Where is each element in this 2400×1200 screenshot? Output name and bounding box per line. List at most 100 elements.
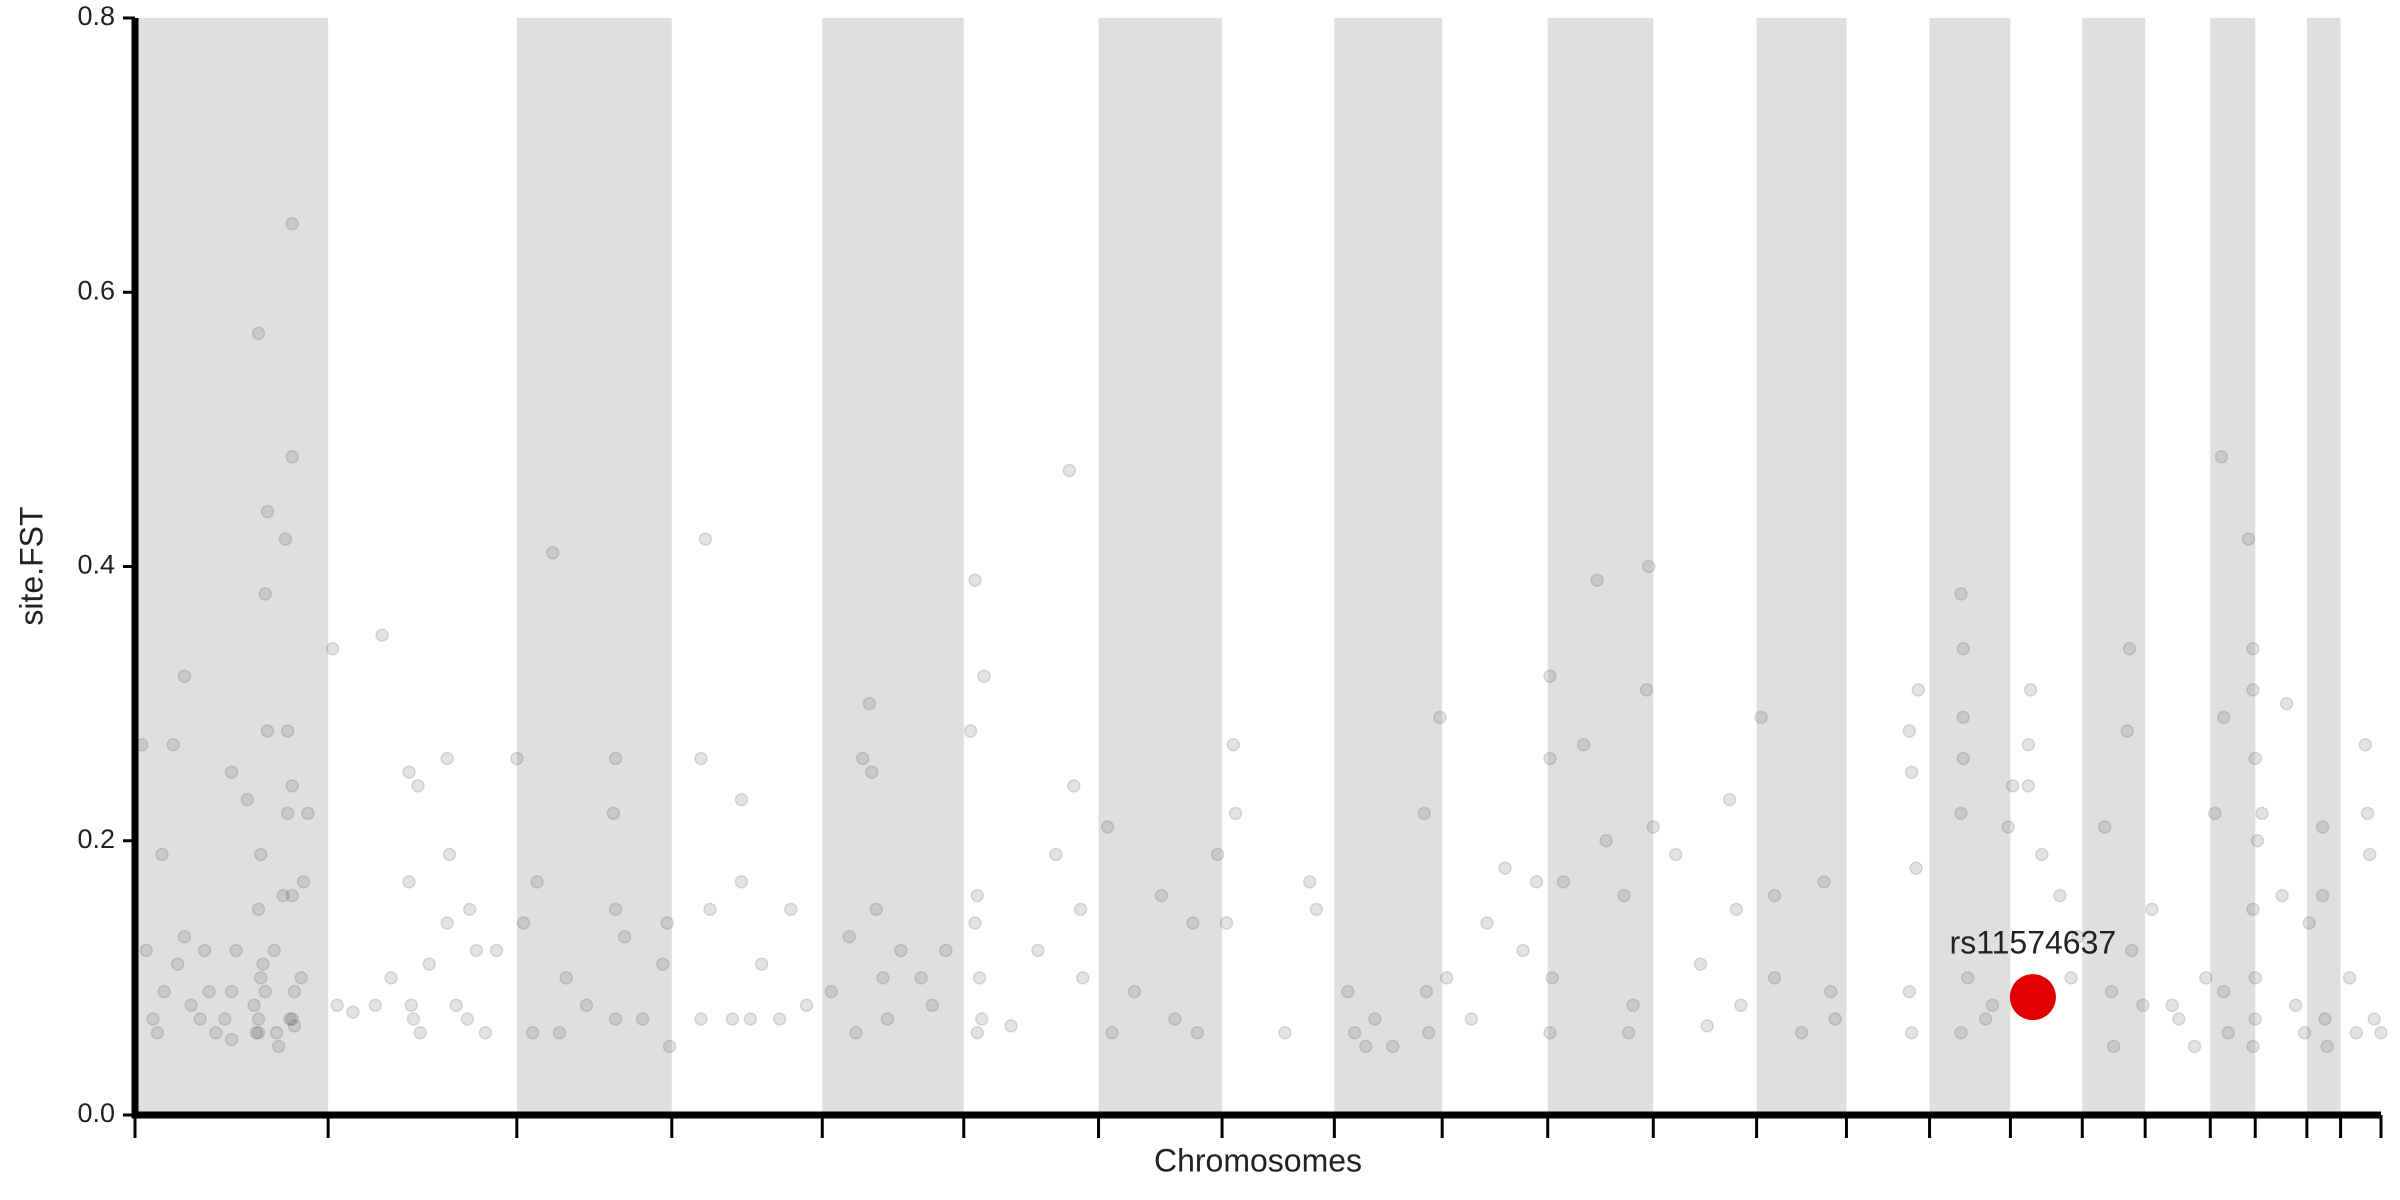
point xyxy=(2097,820,2112,834)
point xyxy=(413,1025,427,1040)
point xyxy=(694,751,708,766)
point xyxy=(1590,573,1604,587)
point xyxy=(1722,792,1737,807)
point xyxy=(197,943,212,958)
chromosome-band xyxy=(2210,18,2256,1115)
point xyxy=(1543,1025,1557,1040)
point xyxy=(280,806,295,821)
point xyxy=(925,998,940,1013)
point xyxy=(1419,984,1434,999)
point xyxy=(869,902,883,917)
point xyxy=(2217,984,2231,999)
point xyxy=(617,929,632,944)
chromosome-band xyxy=(1334,18,1443,1115)
point xyxy=(2318,1012,2332,1026)
point xyxy=(1904,765,1919,779)
point xyxy=(1621,1025,1636,1040)
point xyxy=(1956,710,1970,725)
point xyxy=(2248,1012,2262,1026)
point xyxy=(170,957,185,971)
point xyxy=(1956,642,1970,656)
point xyxy=(1341,984,1355,999)
point xyxy=(2122,642,2137,656)
point xyxy=(1639,683,1654,697)
point xyxy=(406,1012,421,1026)
point xyxy=(2023,683,2038,697)
point xyxy=(880,1012,895,1026)
point xyxy=(1516,943,1530,958)
point xyxy=(402,765,416,779)
point xyxy=(1543,669,1557,683)
point xyxy=(552,1025,567,1040)
point xyxy=(256,957,270,971)
point xyxy=(1576,738,1591,752)
point xyxy=(2021,738,2036,752)
point xyxy=(510,751,524,766)
point xyxy=(608,751,623,766)
point xyxy=(1556,875,1571,889)
point xyxy=(864,765,879,779)
point xyxy=(2250,834,2265,848)
point xyxy=(1073,902,1088,917)
point xyxy=(2124,943,2139,958)
point xyxy=(285,779,299,793)
point xyxy=(525,1025,540,1040)
point xyxy=(2374,1025,2388,1040)
point xyxy=(734,875,749,889)
point xyxy=(1693,957,1708,971)
point xyxy=(177,669,192,683)
point xyxy=(1767,888,1782,903)
point xyxy=(2358,738,2373,752)
point xyxy=(1386,1039,1400,1054)
point xyxy=(1190,1025,1205,1040)
point xyxy=(2071,929,2085,944)
point xyxy=(193,1012,207,1026)
point xyxy=(2297,1025,2312,1040)
point xyxy=(150,1025,165,1040)
point xyxy=(247,998,261,1013)
point xyxy=(855,751,870,766)
point xyxy=(460,1012,475,1026)
point xyxy=(2120,724,2134,738)
point xyxy=(2315,820,2330,834)
point xyxy=(1105,1025,1119,1040)
point xyxy=(2053,888,2067,903)
point xyxy=(157,984,171,999)
point xyxy=(2106,1039,2121,1054)
point xyxy=(278,532,293,546)
point xyxy=(2279,696,2294,711)
point xyxy=(1347,1025,1362,1040)
point xyxy=(2302,916,2316,930)
point xyxy=(224,1032,239,1047)
point xyxy=(1464,1012,1479,1026)
point xyxy=(184,998,198,1013)
point xyxy=(478,1025,493,1040)
point xyxy=(656,957,670,971)
point xyxy=(251,1025,266,1040)
point xyxy=(269,1025,284,1040)
point xyxy=(1359,1039,1373,1054)
point xyxy=(442,847,457,862)
point xyxy=(968,573,982,587)
point xyxy=(1168,1012,1182,1026)
point xyxy=(970,1025,984,1040)
point xyxy=(608,1012,623,1026)
point xyxy=(166,738,180,752)
y-tick-label: 0.4 xyxy=(77,550,115,580)
chromosome-band xyxy=(1098,18,1223,1115)
point xyxy=(1729,902,1744,917)
point xyxy=(1978,1012,1993,1026)
point xyxy=(1543,751,1557,766)
point xyxy=(2005,779,2020,793)
point xyxy=(1954,587,1968,601)
point xyxy=(330,998,344,1013)
point xyxy=(1368,1012,1382,1026)
point xyxy=(2064,971,2078,985)
point xyxy=(974,1012,989,1026)
point xyxy=(2187,1039,2202,1054)
point xyxy=(698,532,713,546)
point xyxy=(254,971,268,985)
point xyxy=(1767,971,1782,985)
point xyxy=(1960,971,1975,985)
point xyxy=(2208,806,2222,821)
